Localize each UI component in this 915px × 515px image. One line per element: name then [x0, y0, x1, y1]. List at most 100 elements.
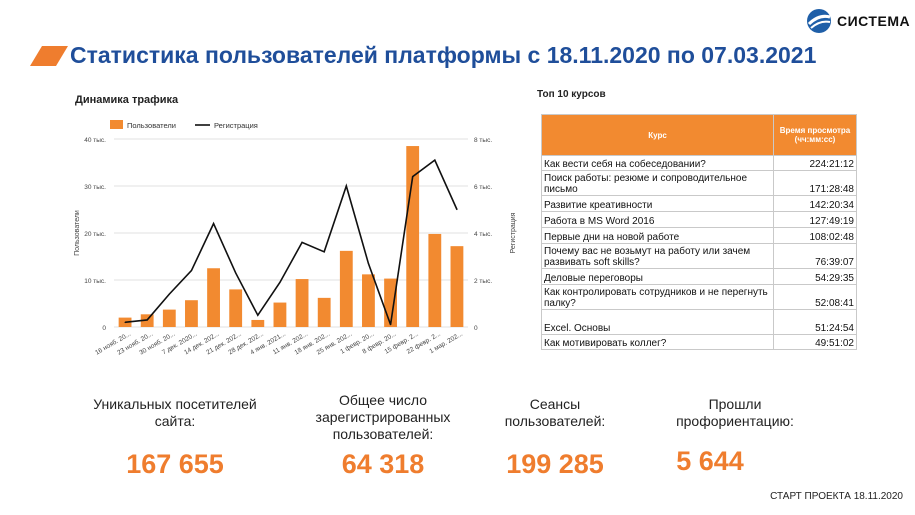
stat-value-unique-visitors: 167 655 [126, 449, 224, 479]
y2-tick-label: 0 [474, 325, 478, 332]
table-row: Первые дни на новой работе 108:02:48 [541, 227, 857, 244]
course-name-cell: Как контролировать сотрудников и не пере… [541, 284, 774, 310]
project-start-footer: СТАРТ ПРОЕКТА 18.11.2020 [770, 491, 903, 502]
bar [185, 300, 198, 327]
y-axis-label: Пользователи [74, 210, 81, 256]
stat-label-sessions: Сеансы пользователей: [504, 396, 606, 429]
table-row: Поиск работы: резюме и сопроводительное … [541, 170, 857, 196]
y2-tick-label: 2 тыс. [474, 278, 492, 285]
course-name-cell: Excel. Основы [541, 309, 774, 335]
course-time-cell: 224:21:12 [773, 155, 857, 171]
table-row: Работа в MS Word 2016 127:49:19 [541, 211, 857, 228]
stat-value-registered-users: 64 318 [341, 449, 425, 479]
column-header-course: Курс [541, 114, 774, 156]
bar [229, 289, 243, 327]
line-point [168, 293, 170, 295]
bar [207, 268, 220, 327]
x-tick-label: 11 янв. 202... [272, 331, 309, 357]
x-tick-label: 1 мар. 202... [428, 331, 464, 356]
line-point [301, 241, 303, 243]
bar [295, 279, 309, 327]
x-tick-label: 8 февр. 20... [361, 331, 397, 356]
line-point [456, 208, 458, 211]
stat-label-career-guidance: Прошли профориентацию: [676, 396, 794, 429]
course-time-cell: 51:24:54 [773, 309, 857, 335]
course-name-cell: Деловые переговоры [541, 268, 774, 285]
line-point [212, 223, 215, 225]
y-tick-label: 20 тыс. [84, 231, 106, 238]
stat-label-unique-visitors: Уникальных посетителей сайта: [93, 396, 257, 429]
table-row: Деловые переговоры 54:29:35 [541, 268, 857, 285]
table-header-row: Курс Время просмотра (чч:мм:сс) [541, 114, 857, 156]
line-point [190, 270, 193, 272]
sistema-logo-icon [807, 9, 831, 33]
table-row: Как мотивировать коллег? 49:51:02 [541, 334, 857, 350]
page-title: Статистика пользователей платформы с 18.… [70, 42, 817, 68]
bar [450, 246, 464, 327]
x-tick-label: 18 янв. 202... [293, 331, 331, 357]
x-tick-label: 7 дек. 2020... [161, 331, 199, 357]
line-point [146, 319, 148, 321]
course-name-cell: Поиск работы: резюме и сопроводительное … [541, 170, 774, 196]
bar [273, 302, 287, 327]
bar [362, 274, 375, 327]
bar [317, 297, 331, 327]
course-time-cell: 142:20:34 [773, 195, 857, 212]
stat-value-career-guidance: 5 644 [676, 446, 744, 476]
legend-label-registration: Регистрация [214, 121, 258, 130]
line-point [345, 185, 347, 187]
course-time-cell: 76:39:07 [773, 243, 857, 269]
x-tick-label: 4 янв. 2021... [249, 331, 287, 357]
y2-tick-label: 8 тыс. [474, 137, 492, 144]
bar [339, 250, 353, 327]
y-tick-label: 30 тыс. [84, 184, 106, 191]
line-point [434, 159, 436, 161]
y-tick-label: 10 тыс. [84, 278, 106, 285]
bar [384, 278, 397, 327]
y-tick-label: 40 тыс. [84, 137, 106, 144]
course-name-cell: Развитие креативности [541, 195, 774, 212]
table-row: Почему вас не возьмут на работу или заче… [541, 243, 857, 269]
x-tick-label: 21 дек. 202... [205, 331, 243, 357]
bar [140, 314, 154, 327]
course-time-cell: 171:28:48 [773, 170, 857, 196]
courses-table-title: Топ 10 курсов [537, 89, 606, 100]
y2-tick-label: 4 тыс. [474, 231, 492, 238]
line-point [323, 251, 325, 253]
x-tick-label: 22 февр. 2... [406, 331, 442, 356]
course-time-cell: 108:02:48 [773, 227, 857, 244]
x-tick-label: 1 февр. 20... [339, 331, 375, 356]
registration-line [124, 158, 458, 325]
line-point [257, 314, 259, 316]
stat-label-registered-users: Общее число зарегистрированных пользоват… [315, 392, 451, 442]
line-point [279, 281, 281, 283]
line-point [367, 262, 370, 265]
course-name-cell: Как мотивировать коллег? [541, 334, 774, 350]
course-name-cell: Почему вас не возьмут на работу или заче… [541, 243, 774, 269]
line-point [124, 321, 126, 323]
bar [118, 317, 132, 327]
legend-swatch-users [110, 120, 123, 129]
course-name-cell: Работа в MS Word 2016 [541, 211, 774, 228]
x-tick-label: 16 нояб. 20... [94, 330, 133, 357]
x-tick-label: 25 янв. 202... [316, 331, 354, 357]
x-tick-label: 23 нояб. 20... [116, 330, 155, 357]
course-time-cell: 127:49:19 [773, 211, 857, 228]
line-point [389, 324, 392, 326]
line-point [412, 176, 414, 178]
course-time-cell: 52:08:41 [773, 284, 857, 310]
column-header-time: Время просмотра (чч:мм:сс) [773, 114, 857, 156]
y2-tick-label: 6 тыс. [474, 184, 492, 191]
course-time-cell: 54:29:35 [773, 268, 857, 285]
table-row: Как вести себя на собеседовании? 224:21:1… [541, 155, 857, 171]
course-name-cell: Как вести себя на собеседовании? [541, 155, 774, 171]
line-point [235, 272, 237, 274]
x-tick-label: 14 дек. 202... [183, 331, 221, 357]
logo-text: СИСТЕМА [837, 13, 911, 29]
bar [406, 146, 420, 327]
legend-label-users: Пользователи [127, 121, 176, 130]
bar [251, 319, 265, 327]
y-tick-label: 0 [102, 325, 106, 332]
y2-axis-label: Регистрация [510, 212, 517, 253]
table-row: Как контролировать сотрудников и не пере… [541, 284, 857, 310]
